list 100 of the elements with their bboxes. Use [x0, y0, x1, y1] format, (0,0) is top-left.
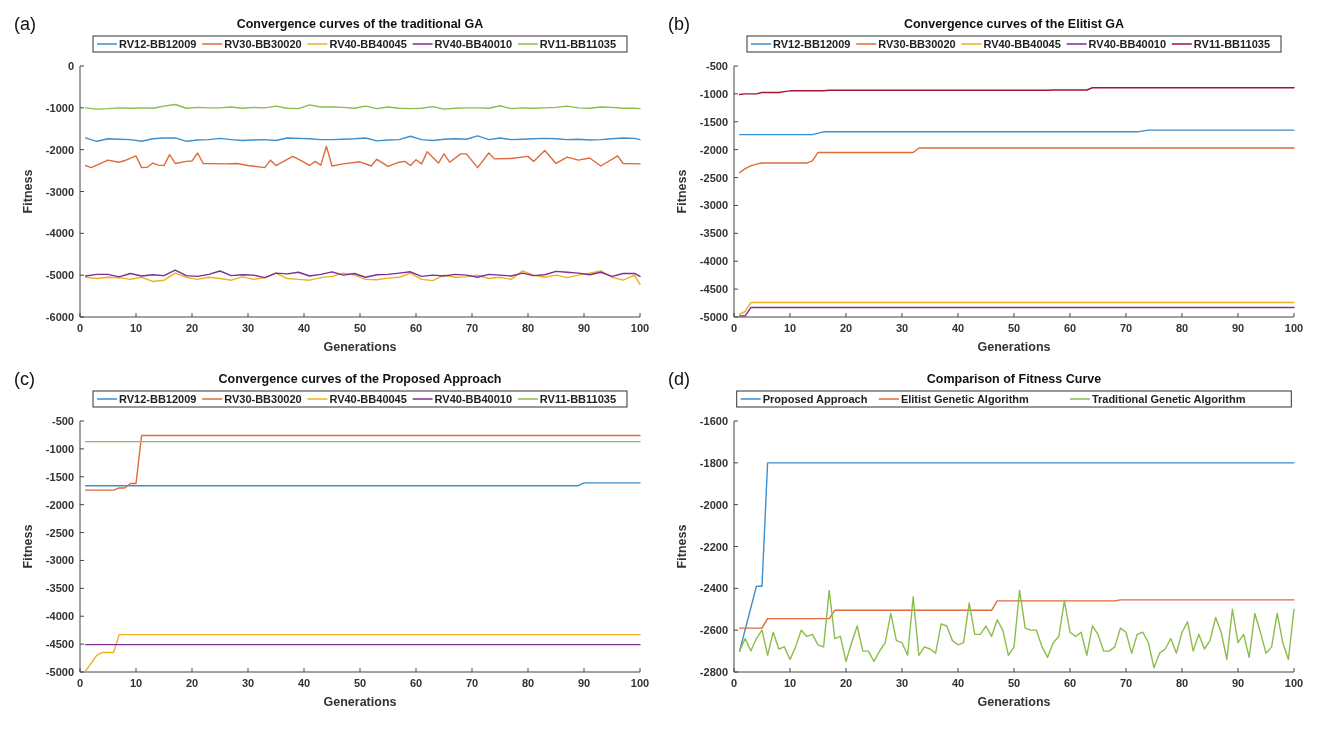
text: (d)	[668, 369, 690, 389]
x-tick-label: 0	[76, 677, 84, 689]
x-tick-label: 50	[1007, 322, 1021, 334]
x-tick-label: 100	[1284, 677, 1304, 689]
y-tick-label: -2400	[699, 582, 728, 595]
chart-title: Convergence curves of the Proposed Approach	[218, 372, 502, 386]
x-axis-title: Generations	[977, 695, 1051, 709]
text: (a)	[14, 14, 36, 34]
x-tick-label: 10	[783, 322, 797, 334]
text: (c)	[14, 369, 35, 389]
y-tick-label: -2000	[45, 143, 74, 156]
x-tick-label: 60	[1063, 677, 1077, 689]
legend-label: RV11-BB11035	[539, 393, 617, 405]
legend-label: RV12-BB12009	[119, 393, 197, 405]
x-axis-title: Generations	[323, 340, 397, 354]
x-tick-label: 70	[465, 322, 479, 334]
y-tick-label: -1000	[45, 101, 74, 114]
legend-label: RV11-BB11035	[539, 38, 617, 50]
y-axis-title: Fitness	[21, 524, 35, 569]
legend-label: Proposed Approach	[762, 393, 868, 405]
y-tick-label: -1800	[699, 456, 728, 469]
x-tick-label: 70	[1119, 677, 1133, 689]
x-tick-label: 70	[465, 677, 479, 689]
y-tick-label: -500	[51, 415, 74, 427]
line-series	[738, 87, 1295, 96]
line-series	[84, 270, 641, 286]
y-axis-title: Fitness	[21, 169, 35, 214]
y-tick-label: -3000	[699, 199, 728, 212]
legend-label: Elitist Genetic Algorithm	[900, 393, 1030, 405]
y-tick-label: -4000	[699, 255, 728, 268]
legend-label: RV40-BB40010	[434, 38, 513, 50]
legend-label: RV12-BB12009	[773, 38, 851, 50]
y-tick-label: -1500	[699, 115, 728, 128]
y-tick-label: -3000	[45, 554, 74, 567]
y-tick-label: -5000	[45, 666, 74, 678]
y-tick-label: -2500	[699, 171, 728, 184]
chart-title: Comparison of Fitness Curve	[926, 372, 1102, 386]
x-tick-label: 10	[129, 322, 143, 334]
x-tick-label: 50	[1007, 677, 1021, 689]
x-axis-title: Generations	[323, 695, 397, 709]
x-tick-label: 90	[577, 322, 591, 334]
y-tick-label: -2500	[45, 526, 74, 539]
y-tick-label: 0	[67, 60, 74, 72]
x-tick-label: 80	[521, 322, 535, 334]
y-tick-label: -4500	[45, 638, 74, 651]
text: (b)	[668, 14, 690, 34]
line-series	[738, 599, 1295, 629]
x-tick-label: 0	[730, 322, 738, 334]
line-series	[738, 589, 1295, 669]
x-tick-label: 60	[1063, 322, 1077, 334]
legend-label: RV40-BB40010	[1088, 38, 1167, 50]
y-tick-label: -4000	[45, 227, 74, 240]
legend-label: RV40-BB40045	[329, 38, 407, 50]
legend-label: RV40-BB40010	[434, 393, 513, 405]
y-tick-label: -2000	[45, 498, 74, 511]
y-axis-title: Fitness	[675, 169, 689, 214]
line-series	[738, 147, 1295, 174]
x-tick-label: 10	[129, 677, 143, 689]
line-series	[84, 633, 641, 672]
y-tick-label: -1000	[45, 442, 74, 455]
y-tick-label: -5000	[699, 311, 728, 323]
legend-label: Traditional Genetic Algorithm	[1091, 393, 1246, 405]
y-tick-label: -3000	[45, 185, 74, 198]
y-tick-label: -6000	[45, 311, 74, 323]
y-tick-label: -4500	[699, 283, 728, 296]
y-tick-label: -1000	[699, 87, 728, 100]
x-tick-label: 20	[839, 322, 853, 334]
x-tick-label: 40	[297, 322, 311, 334]
legend-label: RV30-BB30020	[224, 393, 302, 405]
y-tick-label: -4000	[45, 610, 74, 623]
y-tick-label: -2600	[699, 624, 728, 637]
x-tick-label: 90	[1231, 322, 1245, 334]
x-tick-label: 100	[630, 322, 650, 334]
x-tick-label: 40	[297, 677, 311, 689]
x-tick-label: 50	[353, 677, 367, 689]
y-tick-label: -2800	[699, 666, 728, 678]
x-tick-label: 90	[1231, 677, 1245, 689]
x-tick-label: 20	[185, 322, 199, 334]
y-tick-label: -2000	[699, 498, 728, 511]
x-tick-label: 20	[839, 677, 853, 689]
x-tick-label: 70	[1119, 322, 1133, 334]
x-tick-label: 10	[783, 677, 797, 689]
x-tick-label: 90	[577, 677, 591, 689]
x-tick-label: 20	[185, 677, 199, 689]
line-series	[84, 145, 641, 169]
x-tick-label: 100	[630, 677, 650, 689]
x-tick-label: 40	[951, 322, 965, 334]
x-tick-label: 60	[409, 677, 423, 689]
x-tick-label: 80	[1175, 677, 1189, 689]
y-tick-label: -500	[705, 60, 728, 72]
chart-title: Convergence curves of the Elitist GA	[903, 17, 1125, 31]
legend-label: RV11-BB11035	[1193, 38, 1271, 50]
x-tick-label: 100	[1284, 322, 1304, 334]
x-axis-title: Generations	[977, 340, 1051, 354]
y-tick-label: -5000	[45, 269, 74, 282]
y-axis-title: Fitness	[675, 524, 689, 569]
chart-title: Convergence curves of the traditional GA	[236, 17, 484, 31]
y-tick-label: -1600	[699, 415, 728, 427]
x-tick-label: 80	[1175, 322, 1189, 334]
y-tick-label: -2200	[699, 540, 728, 553]
